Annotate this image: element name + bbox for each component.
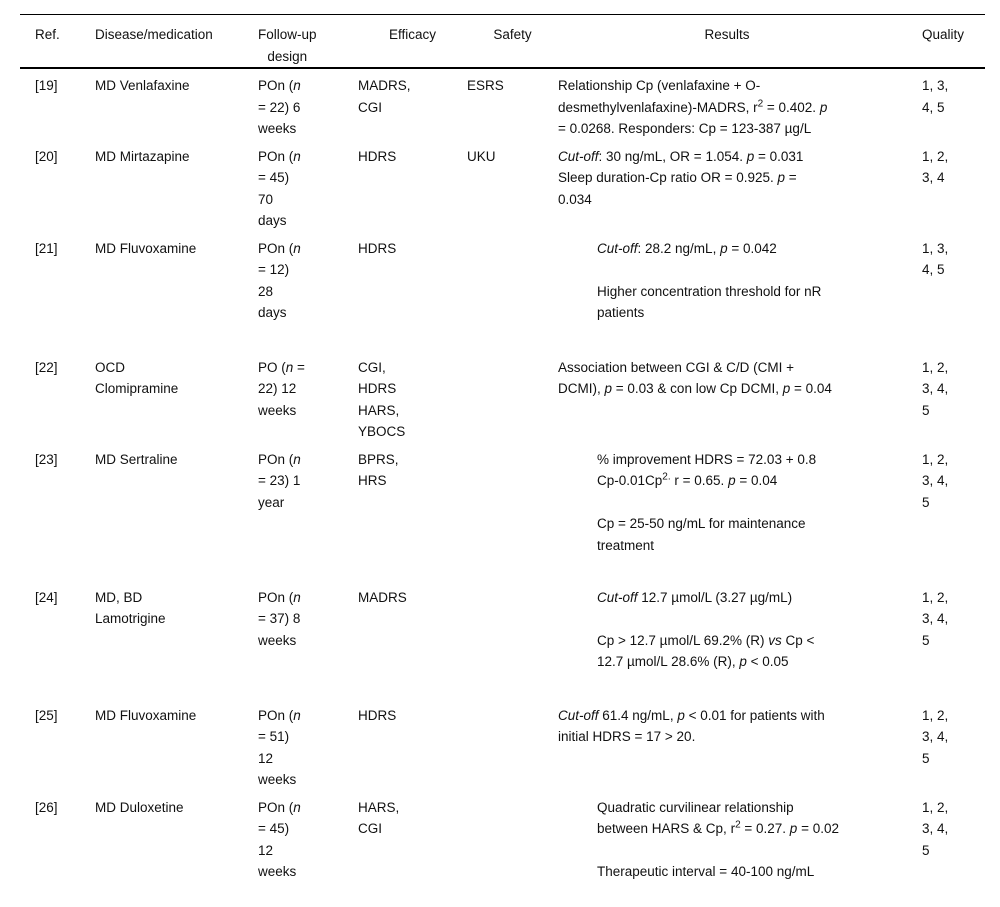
safety-cell (467, 699, 558, 791)
followup-cell: POn (n = 45) 70 days (258, 148, 301, 229)
followup-cell: POn (n = 22) 6 weeks (258, 78, 301, 136)
column-header-label: Follow-up design (258, 27, 317, 64)
followup-cell: POn (n = 45) 12 weeks (258, 799, 301, 880)
results-cell: Cut-off: 30 ng/mL, OR = 1.054. p = 0.031… (558, 148, 804, 207)
efficacy-cell: MADRS, CGI (358, 78, 411, 115)
disease-cell: MD Sertraline (95, 451, 178, 467)
safety-cell (467, 443, 558, 581)
table-row: [20] MD Mirtazapine POn (n = 45) 70 days HDRS U… (20, 140, 985, 232)
followup-cell: POn (n = 37) 8 weeks (258, 589, 301, 648)
column-header-followup-design: Follow-up design (258, 14, 358, 69)
safety-cell: UKU (467, 148, 496, 164)
efficacy-cell: BPRS, HRS (358, 451, 399, 489)
safety-cell (467, 581, 558, 699)
quality-cell: 1, 2, 3, 4, 5 (922, 359, 949, 418)
disease-cell: MD Mirtazapine (95, 148, 190, 164)
table-row: [25] MD Fluvoxamine POn (n = 51) 12 weeks HDRS… (20, 699, 985, 791)
quality-cell: 1, 2, 3, 4 (922, 148, 949, 186)
ref-cell: [24] (35, 589, 58, 605)
table-header: Ref. Disease/medication Follow-up design Eff… (20, 14, 985, 69)
efficacy-cell: HARS, CGI (358, 799, 400, 837)
table-row: [19] MD Venlafaxine POn (n = 22) 6 weeks MADR… (20, 68, 985, 140)
followup-cell: POn (n = 12) 28 days (258, 240, 301, 321)
results-cell: Cut-off: 28.2 ng/mL, p = 0.042 Higher con… (597, 240, 822, 321)
ref-cell: [26] (35, 799, 58, 815)
followup-cell: POn (n = 51) 12 weeks (258, 707, 301, 788)
efficacy-cell: CGI, HDRS HARS, YBOCS (358, 359, 406, 440)
table-body: [19] MD Venlafaxine POn (n = 22) 6 weeks MADR… (20, 68, 985, 907)
disease-cell: MD Fluvoxamine (95, 240, 197, 256)
quality-cell: 1, 3, 4, 5 (922, 240, 949, 278)
disease-cell: MD Fluvoxamine (95, 707, 197, 723)
ref-cell: [25] (35, 707, 58, 723)
ref-cell: [22] (35, 359, 58, 375)
disease-cell: MD Venlafaxine (95, 78, 190, 93)
safety-cell (467, 791, 558, 907)
study-results-table: Ref. Disease/medication Follow-up design Eff… (20, 14, 985, 907)
quality-cell: 1, 2, 3, 4, 5 (922, 451, 949, 510)
efficacy-cell: HDRS (358, 240, 397, 256)
quality-cell: 1, 2, 3, 4, 5 (922, 799, 949, 858)
safety-cell: ESRS (467, 78, 504, 93)
column-header-ref: Ref. (20, 14, 95, 69)
header-row: Ref. Disease/medication Follow-up design Eff… (20, 14, 985, 69)
efficacy-cell: MADRS (358, 589, 407, 605)
results-cell: Quadratic curvilinear relationship betwee… (597, 799, 839, 880)
quality-cell: 1, 3, 4, 5 (922, 78, 949, 115)
column-header-quality: Quality (922, 14, 985, 69)
safety-cell (467, 232, 558, 351)
table-row: [24] MD, BD Lamotrigine POn (n = 37) 8 weeks M… (20, 581, 985, 699)
column-header-safety: Safety (467, 14, 558, 69)
table-row: [26] MD Duloxetine POn (n = 45) 12 weeks HARS,… (20, 791, 985, 907)
ref-cell: [19] (35, 78, 58, 93)
disease-cell: OCD Clomipramine (95, 359, 179, 397)
results-cell: Cut-off 12.7 µmol/L (3.27 µg/mL) Cp > 12.… (597, 589, 815, 670)
safety-cell (467, 351, 558, 443)
table-row: [23] MD Sertraline POn (n = 23) 1 year BPRS, H… (20, 443, 985, 581)
disease-cell: MD Duloxetine (95, 799, 184, 815)
column-header-efficacy: Efficacy (358, 14, 467, 69)
results-cell: Cut-off 61.4 ng/mL, p < 0.01 for patient… (558, 707, 825, 745)
results-cell: Relationship Cp (venlafaxine + O-desmeth… (558, 78, 828, 136)
ref-cell: [23] (35, 451, 58, 467)
table-row: [21] MD Fluvoxamine POn (n = 12) 28 days HDRS C… (20, 232, 985, 351)
efficacy-cell: HDRS (358, 707, 397, 723)
followup-cell: POn (n = 23) 1 year (258, 451, 301, 510)
disease-cell: MD, BD Lamotrigine (95, 589, 166, 627)
table-row: [22] OCD Clomipramine PO (n = 22) 12 weeks CGI… (20, 351, 985, 443)
results-cell: % improvement HDRS = 72.03 + 0.8 Cp-0.01C… (597, 451, 817, 553)
quality-cell: 1, 2, 3, 4, 5 (922, 589, 949, 648)
column-header-results: Results (558, 14, 922, 69)
quality-cell: 1, 2, 3, 4, 5 (922, 707, 949, 766)
followup-cell: PO (n = 22) 12 weeks (258, 359, 305, 418)
ref-cell: [20] (35, 148, 58, 164)
column-header-disease-medication: Disease/medication (95, 14, 258, 69)
results-cell: Association between CGI & C/D (CMI + DCMI… (558, 359, 832, 397)
efficacy-cell: HDRS (358, 148, 397, 164)
ref-cell: [21] (35, 240, 58, 256)
